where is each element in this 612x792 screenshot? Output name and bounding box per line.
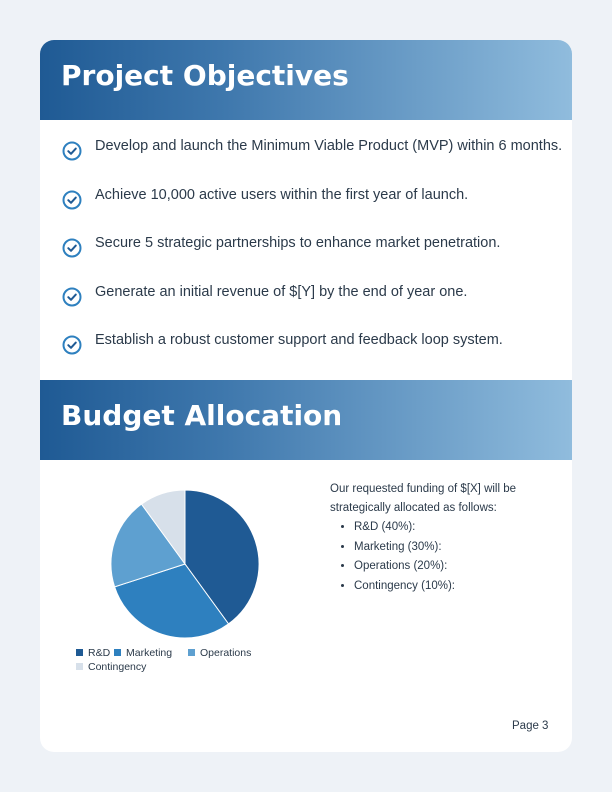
allocation-item: Operations (20%): xyxy=(354,557,560,577)
budget-pie-chart: R&D Marketing Operations Contingency xyxy=(40,460,340,700)
objective-item: Achieve 10,000 active users within the f… xyxy=(40,169,572,210)
pie-slice-r-d xyxy=(184,489,260,625)
pie-slice-contingency xyxy=(140,489,186,566)
objective-item: Secure 5 strategic partnerships to enhan… xyxy=(40,217,572,258)
check-circle-icon xyxy=(62,141,82,161)
pie-slice-marketing xyxy=(113,563,230,639)
objectives-heading: Project Objectives xyxy=(61,59,349,92)
objective-text: Achieve 10,000 active users within the f… xyxy=(95,187,469,203)
funding-intro: Our requested funding of $[X] will be st… xyxy=(330,483,517,514)
page-card: Project Objectives Develop and launch th… xyxy=(40,40,572,752)
pie-slice-operations xyxy=(110,503,186,588)
allocation-item: Contingency (10%): xyxy=(354,577,560,597)
legend-label: Operations xyxy=(200,647,251,659)
legend-label: Contingency xyxy=(88,661,147,673)
objective-item: Establish a robust customer support and … xyxy=(40,314,572,355)
legend-swatch xyxy=(76,663,83,670)
budget-heading: Budget Allocation xyxy=(61,399,343,432)
check-circle-icon xyxy=(62,238,82,258)
page-number: Page 3 xyxy=(512,720,549,732)
allocation-item: R&D (40%): xyxy=(354,518,560,538)
objective-text: Establish a robust customer support and … xyxy=(95,332,503,348)
objective-item: Generate an initial revenue of $[Y] by t… xyxy=(40,266,572,307)
legend-swatch xyxy=(76,649,83,656)
check-circle-icon xyxy=(62,335,82,355)
allocation-item: Marketing (30%): xyxy=(354,538,560,558)
budget-banner: Budget Allocation xyxy=(40,380,572,460)
objective-text: Secure 5 strategic partnerships to enhan… xyxy=(95,235,501,251)
legend-label: R&D xyxy=(88,647,111,659)
legend-label: Marketing xyxy=(126,647,172,659)
objective-text: Develop and launch the Minimum Viable Pr… xyxy=(95,138,563,154)
funding-description: Our requested funding of $[X] will be st… xyxy=(330,480,560,596)
pie-chart-svg: R&D Marketing Operations Contingency xyxy=(76,489,260,673)
check-circle-icon xyxy=(62,190,82,210)
check-circle-icon xyxy=(62,287,82,307)
legend-swatch xyxy=(188,649,195,656)
legend-swatch xyxy=(114,649,121,656)
allocation-list: R&D (40%): Marketing (30%): Operations (… xyxy=(330,518,560,596)
objective-item: Develop and launch the Minimum Viable Pr… xyxy=(40,120,572,161)
objectives-banner: Project Objectives xyxy=(40,40,572,120)
objective-text: Generate an initial revenue of $[Y] by t… xyxy=(95,284,468,300)
